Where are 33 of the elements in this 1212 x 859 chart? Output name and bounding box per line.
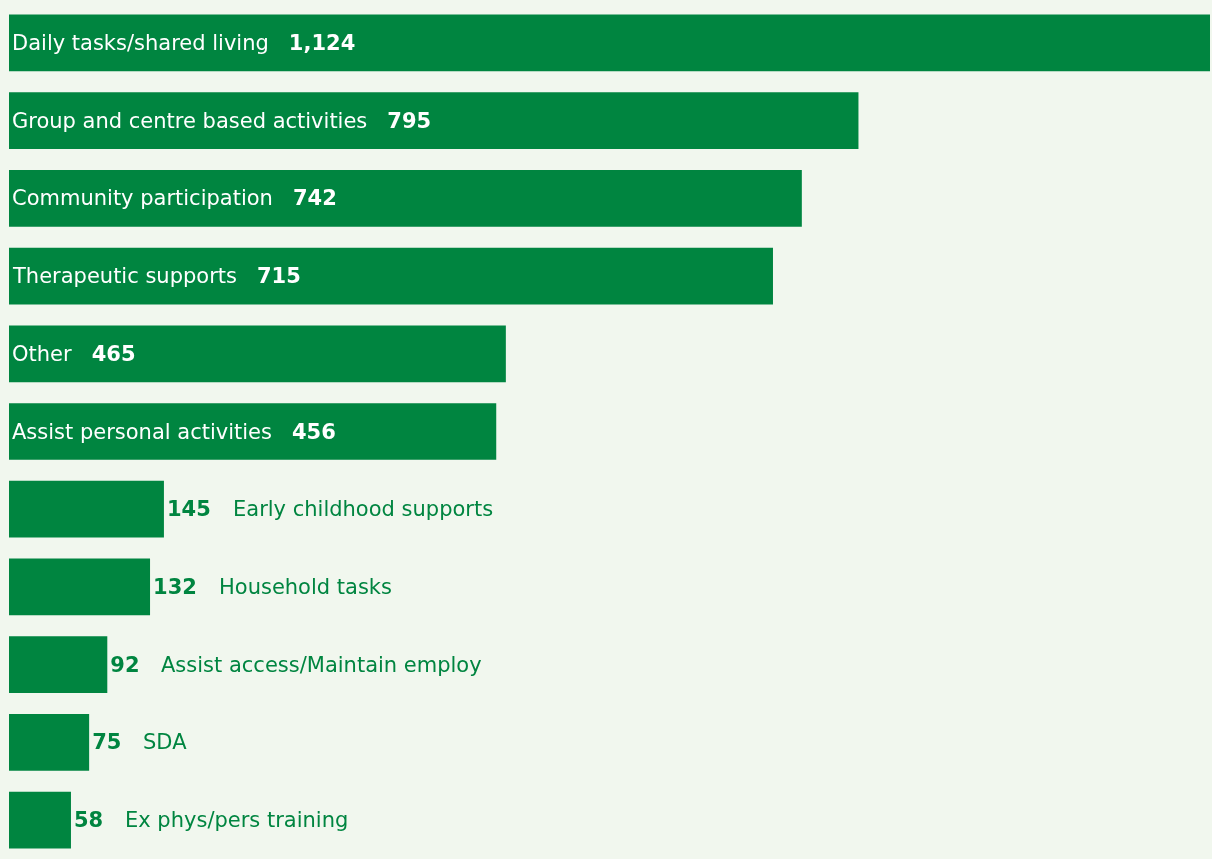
data-label: 58 <box>73 808 104 833</box>
data-label: 456 <box>292 419 336 444</box>
y-tick-label: Early childhood supports <box>233 497 494 521</box>
data-label: 1,124 <box>288 30 356 55</box>
y-tick-label: Group and centre based activities <box>12 108 368 133</box>
y-tick-label: Other <box>12 341 72 366</box>
data-label: 742 <box>292 186 337 211</box>
data-label: 132 <box>153 574 197 599</box>
data-label: 75 <box>92 730 122 755</box>
bar <box>9 558 151 616</box>
data-label: 715 <box>257 264 301 289</box>
y-tick-label: Ex phys/pers training <box>125 808 349 832</box>
y-tick-label: Household tasks <box>219 575 392 599</box>
bar <box>9 92 859 149</box>
bar <box>9 14 1210 72</box>
y-tick-label: Daily tasks/shared living <box>12 30 269 55</box>
bar <box>9 169 802 227</box>
data-label: 465 <box>91 341 136 366</box>
y-tick-label: SDA <box>143 730 188 754</box>
data-label: 795 <box>387 108 432 133</box>
bar <box>9 480 164 538</box>
bar <box>9 636 108 694</box>
y-tick-label: Community participation <box>12 186 273 211</box>
y-tick-label: Assist access/Maintain employ <box>161 653 482 677</box>
bar <box>9 791 71 849</box>
bar <box>9 325 506 383</box>
bar <box>9 714 90 771</box>
y-tick-label: Therapeutic supports <box>13 264 237 289</box>
bar <box>9 403 497 460</box>
y-tick-label: Assist personal activities <box>12 419 272 444</box>
bar <box>9 247 773 305</box>
data-label: 145 <box>166 497 211 522</box>
data-label: 92 <box>110 652 140 677</box>
